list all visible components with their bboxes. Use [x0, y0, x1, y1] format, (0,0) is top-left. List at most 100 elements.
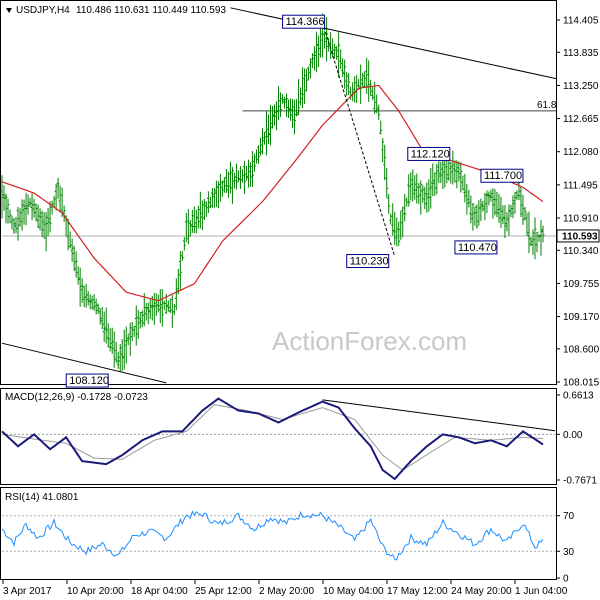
ohlc-bar	[246, 159, 250, 188]
ohlc-bar	[230, 166, 234, 205]
ohlc-bar	[303, 68, 307, 104]
ohlc-bar	[148, 297, 152, 319]
ohlc-bar	[2, 185, 6, 211]
rsi-layer: 70 30 0	[1, 510, 575, 585]
ohlc-bar	[200, 200, 204, 231]
x-axis-label: 1 Jun 04:00	[515, 586, 568, 597]
ohlc-bar	[419, 180, 423, 215]
ohlc-bar	[68, 231, 72, 249]
price-axis-label: 110.340	[563, 246, 599, 257]
ohlc-bar	[228, 161, 232, 194]
ohlc-bar	[375, 94, 379, 114]
ohlc-bar	[34, 203, 38, 222]
ohlc-bar	[98, 308, 102, 325]
price-axis-label: 112.080	[563, 147, 599, 158]
ohlc-bar	[178, 251, 182, 290]
rsi-axis-label: 30	[563, 547, 575, 558]
ohlc-bar	[449, 161, 453, 184]
symbol-label: USDJPY,H4	[16, 5, 70, 16]
ohlc-bar	[503, 205, 507, 238]
ohlc-bar	[497, 193, 501, 223]
ohlc-bar	[10, 215, 14, 229]
level-callout-box	[282, 14, 326, 29]
ohlc-bar	[379, 120, 383, 135]
ohlc-bar	[218, 173, 222, 202]
ohlc-bar	[319, 28, 323, 58]
ohlc-bar	[361, 72, 365, 88]
ohlc-bar	[8, 209, 12, 224]
ohlc-bar	[461, 175, 465, 191]
price-axis-label: 113.835	[563, 48, 599, 59]
ohlc-bar	[208, 196, 212, 209]
ohlc-bar	[499, 196, 503, 229]
ohlc-bar	[204, 201, 208, 217]
ohlc-bar	[40, 210, 44, 238]
moving-average-line	[1, 84, 544, 302]
ohlc-bar	[347, 73, 351, 95]
ohlc-bar	[479, 198, 483, 222]
ohlc-bar	[313, 46, 317, 71]
ohlc-bar	[401, 206, 405, 238]
ohlc-bar	[70, 238, 74, 262]
ohlc-bar	[287, 99, 291, 118]
ohlc-bar	[42, 212, 46, 239]
rsi-title: RSI(14) 41.0801	[5, 492, 79, 503]
ohlc-bar	[234, 163, 238, 190]
macd-trendline	[322, 399, 556, 432]
ohlc-bar	[353, 76, 357, 103]
ohlc-bar	[525, 212, 529, 236]
ohlc-bar	[106, 323, 110, 348]
ohlc-bar	[190, 209, 194, 233]
ohlc-bar	[48, 201, 52, 233]
ohlc-bar	[481, 200, 485, 212]
ohlc-bar	[271, 106, 274, 129]
ohlc-bar	[206, 191, 210, 214]
ohlc-bar	[323, 31, 327, 49]
ohlc-bar	[315, 31, 319, 73]
ohlc-bar	[417, 182, 421, 205]
level-callout-label: 111.700	[484, 170, 522, 182]
ohlc-bar	[317, 35, 321, 68]
ohlc-bar	[46, 208, 50, 237]
ohlc-bar	[325, 17, 329, 62]
ohlc-bar	[465, 183, 469, 215]
ohlc-bar	[473, 206, 477, 226]
ohlc-bar	[24, 192, 28, 226]
ohlc-bar	[6, 198, 10, 224]
ohlc-bar	[471, 202, 475, 231]
ohlc-bar	[299, 87, 303, 106]
ohlc-bar	[515, 190, 519, 200]
ohlc-bar	[283, 96, 287, 109]
ohlc-bar	[341, 58, 345, 78]
ohlc-bar	[429, 167, 433, 209]
ohlc-bar	[36, 204, 40, 229]
price-axis-label: 108.600	[563, 344, 600, 355]
ohlc-bar	[531, 229, 535, 256]
ohlc-bar	[273, 104, 277, 126]
ohlc-bar	[56, 177, 60, 199]
ohlc-bar	[377, 104, 381, 120]
ohlc-bar	[453, 160, 457, 183]
ohlc-bar	[194, 209, 198, 234]
ohlc-bar	[277, 86, 281, 121]
price-axis-label: 109.170	[563, 312, 600, 323]
ohlc-bar	[469, 195, 473, 224]
ohlc-bar	[305, 68, 309, 92]
ohlc-bar	[439, 161, 443, 183]
ohlc-bar	[451, 150, 455, 185]
ohlc-bar	[4, 193, 8, 224]
ohlc-bar	[188, 219, 192, 237]
ohlc-bar	[28, 197, 32, 208]
ohlc-bar	[421, 185, 425, 203]
ohlc-bar	[52, 195, 56, 208]
ohlc-bar	[437, 161, 441, 184]
retracement-dotted-line	[322, 22, 396, 257]
ohlc-bar	[335, 45, 339, 60]
ohlc-bar	[60, 187, 64, 217]
ohlc-bar	[433, 172, 437, 196]
ohlc-bar	[244, 166, 248, 181]
ohlc-bar	[118, 344, 122, 372]
ohlc-bar	[423, 186, 427, 210]
ohlc-bar	[511, 195, 515, 219]
ohlc-bar	[407, 174, 411, 207]
